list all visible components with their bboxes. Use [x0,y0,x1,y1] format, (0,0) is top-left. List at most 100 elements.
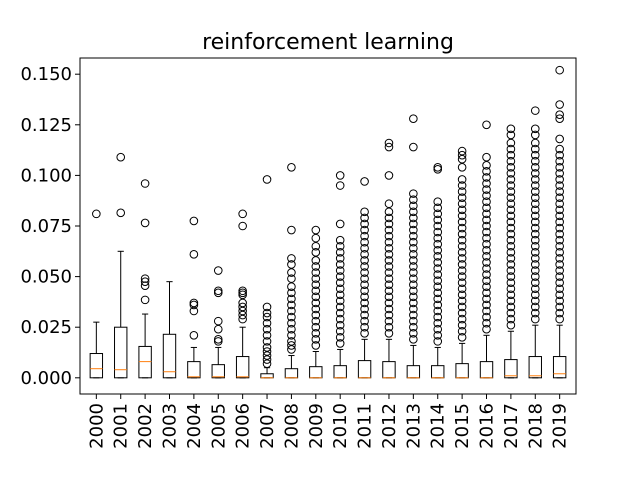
x-tick-label: 2002 [135,403,156,449]
outlier-point [433,239,443,249]
iqr-box [431,365,445,379]
outlier-point [555,65,564,75]
outlier-point [287,324,296,334]
iqr-box [406,365,421,379]
outlier-point [482,324,491,334]
outlier-point [482,312,491,322]
outlier-point [482,282,491,292]
outlier-point [506,290,516,300]
outlier-point [384,274,394,283]
outlier-point [409,231,418,241]
outlier-point [530,314,540,324]
chart-title: reinforcement learning [202,30,454,55]
outlier-point [384,280,394,289]
outlier-point [213,324,223,334]
outlier-point [287,288,296,298]
outlier-point [555,254,564,263]
outlier-point [482,233,491,243]
outlier-point [335,219,345,229]
y-tick-label: 0.050 [20,267,72,288]
outlier-point [189,331,199,340]
outlier-point [433,165,443,174]
x-tick-label: 2018 [525,403,546,449]
outlier-point [482,215,491,225]
outlier-point [433,300,443,310]
outlier-point [262,175,272,184]
outlier-point [238,288,247,298]
outlier-point [555,156,564,166]
outlier-point [384,138,394,148]
x-tick-label: 2016 [477,403,498,449]
outlier-point [506,217,516,227]
outlier-point [555,302,564,312]
outlier-point [482,167,491,176]
outlier-point [360,207,369,217]
outlier-point [384,304,394,314]
outlier-point [384,142,394,152]
outlier-point [506,211,516,221]
outlier-point [384,316,394,326]
outlier-point [311,304,321,314]
box-2019 [552,65,567,379]
outlier-point [457,229,467,239]
box-2002 [138,179,152,379]
outlier-point [433,252,443,261]
outlier-point [482,209,491,219]
outlier-point [287,331,296,340]
outlier-point [530,130,540,140]
outlier-point [457,266,467,275]
outlier-point [335,254,345,263]
outlier-point [213,266,223,275]
outlier-point [335,272,345,281]
box-series [89,65,567,379]
outlier-point [140,274,150,283]
outlier-point [530,248,540,257]
outlier-point [530,296,540,306]
outlier-point [433,337,443,346]
outlier-point [287,341,296,350]
outlier-point [360,274,369,283]
outlier-point [506,130,516,140]
outlier-point [506,187,516,196]
outlier-point [506,163,516,172]
outlier-point [335,260,345,269]
box-2013 [406,114,421,379]
outlier-point [457,320,467,330]
outlier-point [335,171,345,180]
outlier-point [311,268,321,277]
box-2017 [504,124,518,379]
outlier-point [409,268,418,277]
outlier-point [433,270,443,279]
outlier-point [311,286,321,296]
box-2010 [333,171,347,379]
outlier-point [384,298,394,308]
outlier-point [311,341,321,350]
outlier-point [555,272,564,281]
outlier-point [384,171,394,180]
iqr-box [235,356,250,379]
outlier-point [409,262,418,271]
outlier-point [384,292,394,302]
outlier-point [482,245,491,255]
outlier-point [506,296,516,306]
x-tick-label: 2001 [111,403,132,449]
outlier-point [433,294,443,304]
outlier-point [384,310,394,320]
outlier-point [360,231,369,241]
outlier-point [360,310,369,320]
outlier-point [213,337,223,346]
outlier-point [482,221,491,231]
outlier-point [555,163,564,172]
outlier-point [335,248,345,257]
box-2009 [309,225,323,379]
outlier-point [555,110,564,119]
outlier-point [335,241,345,251]
outlier-point [555,211,564,221]
y-tick-label: 0.125 [20,115,72,136]
outlier-point [433,163,443,172]
outlier-point [311,280,321,289]
outlier-point [506,302,516,312]
outlier-point [384,243,394,253]
outlier-point [555,205,564,215]
outlier-point [360,322,369,332]
